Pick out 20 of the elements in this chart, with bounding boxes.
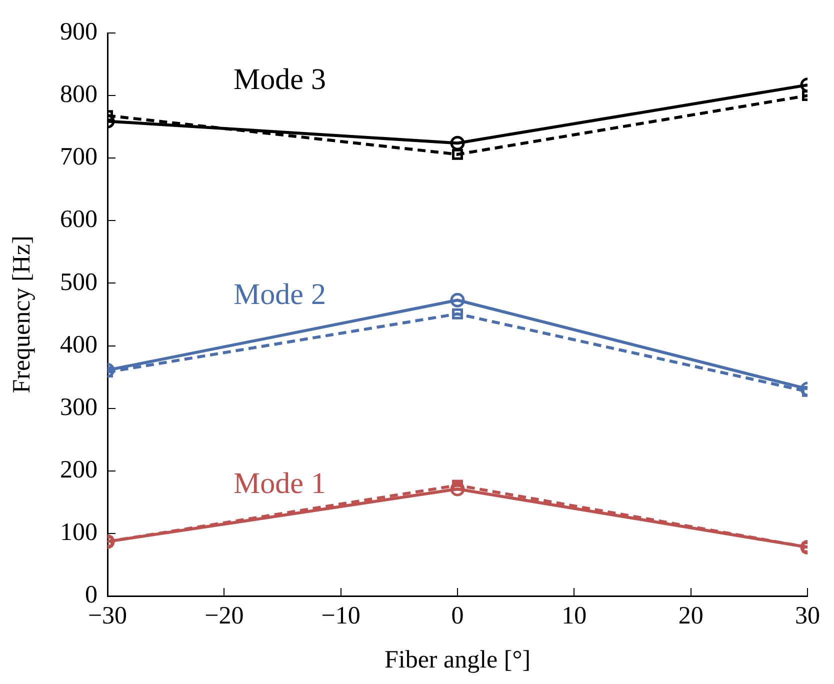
y-tick-label: 600 [60, 206, 98, 234]
y-tick-label: 500 [60, 268, 98, 296]
y-tick-label: 100 [60, 519, 98, 546]
y-tick-label: 300 [60, 394, 98, 421]
annotation: Mode 3 [234, 62, 326, 96]
annotation: Mode 2 [234, 278, 326, 311]
x-axis-title: Fiber angle [°] [384, 646, 531, 674]
x-tick-label: 10 [562, 602, 587, 630]
annotation: Mode 1 [234, 466, 326, 500]
x-tick-label: −20 [204, 602, 244, 630]
y-tick-label: 400 [60, 331, 98, 358]
y-tick-label: 700 [60, 144, 98, 171]
y-tick-label: 900 [60, 18, 98, 46]
x-tick-label: 0 [451, 602, 464, 630]
y-tick-label: 200 [60, 456, 98, 484]
x-tick-label: −10 [321, 602, 360, 630]
y-tick-label: 800 [60, 81, 98, 108]
y-axis-title: Frequency [Hz] [8, 236, 36, 394]
x-tick-label: 20 [678, 602, 704, 630]
x-tick-label: 30 [795, 602, 820, 630]
